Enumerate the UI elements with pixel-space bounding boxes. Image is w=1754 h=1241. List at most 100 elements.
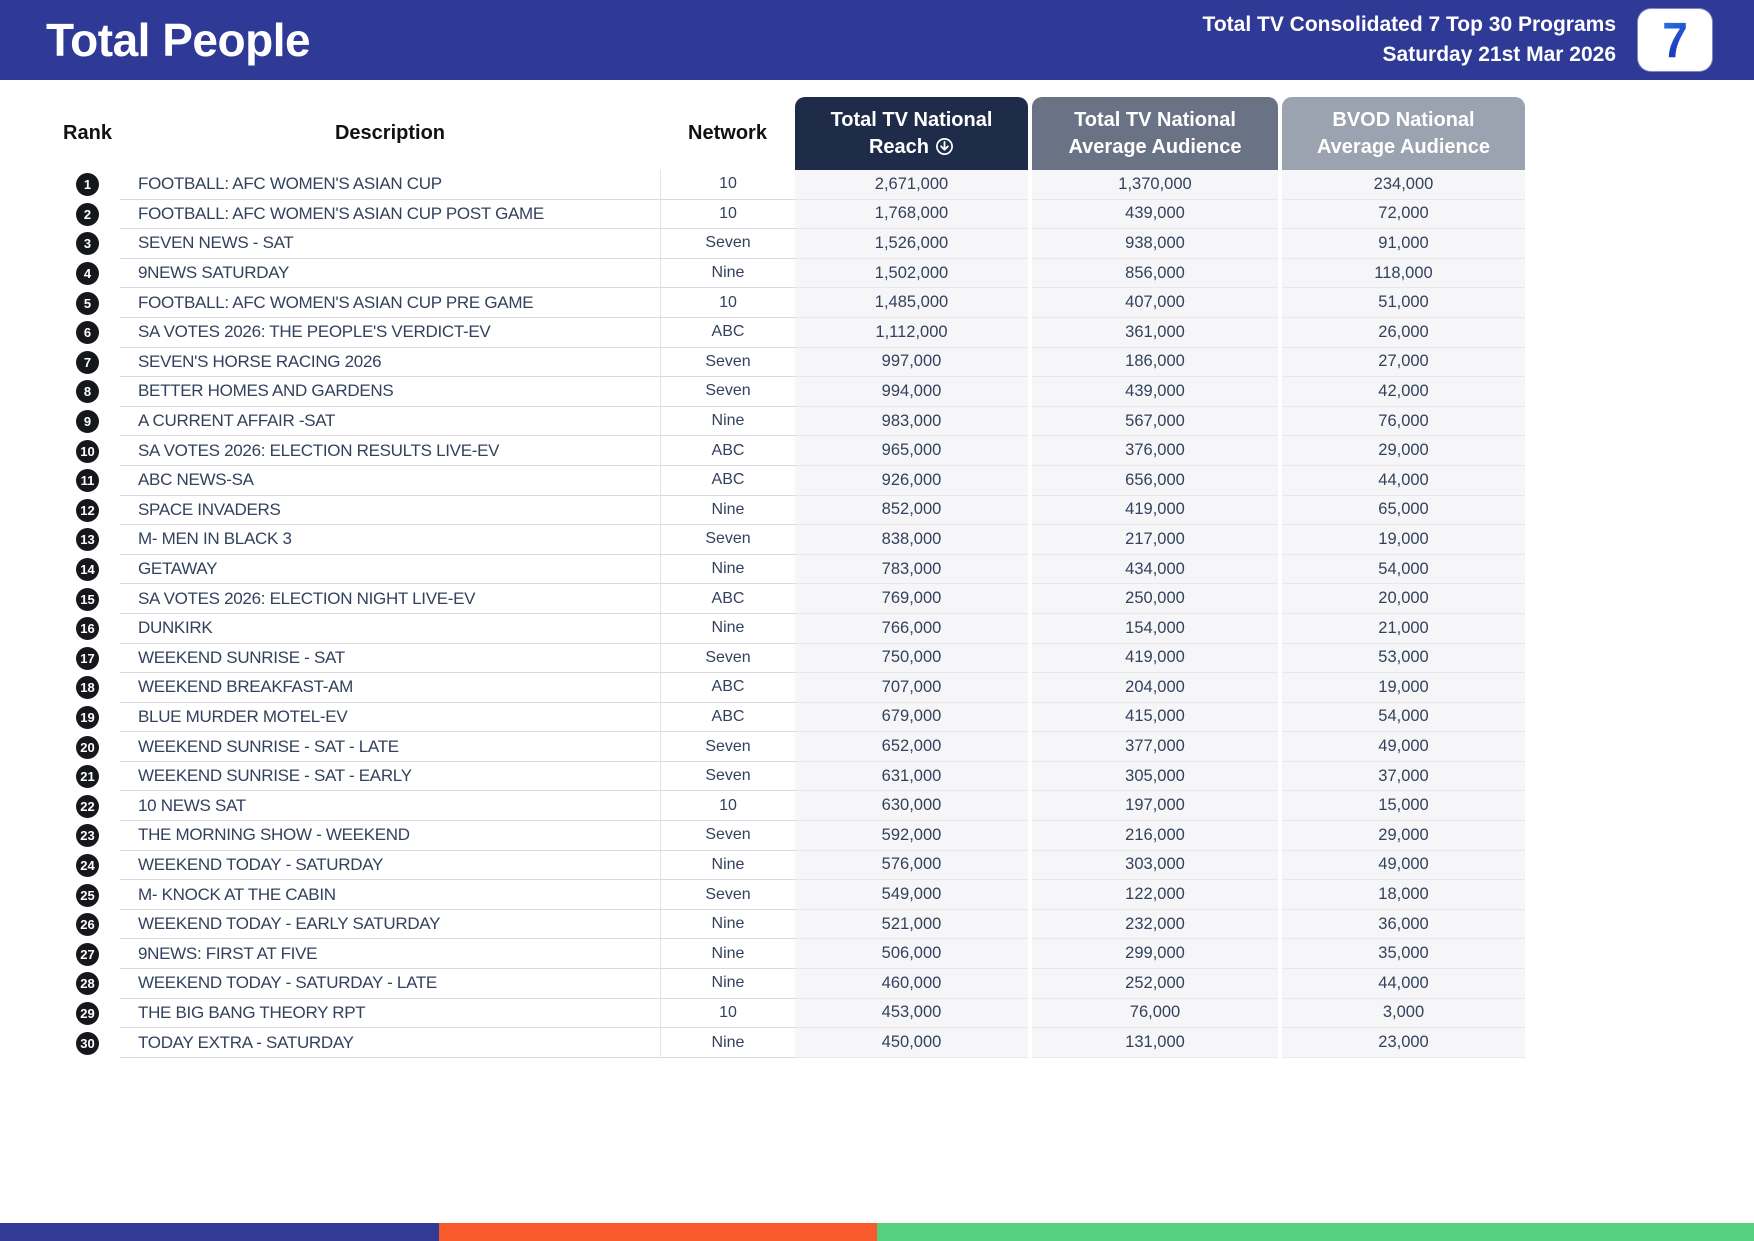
- footer-segment-orange: [438, 1223, 877, 1241]
- rank-badge: 4: [76, 262, 99, 286]
- total-tv-avg-audience-value: 204,000: [1032, 673, 1278, 703]
- column-header-total-tv-avg-audience[interactable]: Total TV National Average Audience: [1032, 97, 1278, 170]
- program-description: GETAWAY: [120, 555, 660, 585]
- rank-badge: 19: [76, 705, 99, 729]
- bvod-avg-audience-value: 26,000: [1282, 317, 1525, 348]
- bvod-avg-audience-value: 76,000: [1282, 406, 1525, 437]
- total-tv-avg-audience-value: 217,000: [1032, 525, 1278, 555]
- total-tv-reach-value: 1,112,000: [795, 317, 1028, 348]
- bvod-avg-audience-value: 15,000: [1282, 791, 1525, 822]
- program-description: SA VOTES 2026: THE PEOPLE'S VERDICT-EV: [120, 318, 660, 348]
- table-row: 25 M- KNOCK AT THE CABIN Seven 549,000 1…: [55, 880, 1525, 910]
- column-header-description: Description: [334, 122, 446, 144]
- total-tv-reach-value: 1,485,000: [795, 288, 1028, 318]
- program-description: WEEKEND SUNRISE - SAT - EARLY: [120, 762, 660, 792]
- rank-cell: 3: [55, 229, 120, 259]
- bvod-avg-audience-value: 18,000: [1282, 880, 1525, 910]
- rank-badge: 28: [76, 972, 99, 996]
- report-name: Total TV Consolidated 7 Top 30 Programs: [1202, 12, 1616, 36]
- program-description: M- KNOCK AT THE CABIN: [120, 880, 660, 910]
- table-row: 20 WEEKEND SUNRISE - SAT - LATE Seven 65…: [55, 732, 1525, 762]
- network-name: Nine: [660, 939, 795, 970]
- program-description: FOOTBALL: AFC WOMEN'S ASIAN CUP PRE GAME: [120, 288, 660, 318]
- table-row: 7 SEVEN'S HORSE RACING 2026 Seven 997,00…: [55, 347, 1525, 378]
- table-row: 8 BETTER HOMES AND GARDENS Seven 994,000…: [55, 377, 1525, 407]
- table-row: 10 SA VOTES 2026: ELECTION RESULTS LIVE-…: [55, 436, 1525, 466]
- program-description: THE BIG BANG THEORY RPT: [120, 999, 660, 1029]
- rank-badge: 21: [76, 765, 99, 789]
- total-tv-avg-audience-value: 656,000: [1032, 465, 1278, 496]
- rank-cell: 2: [55, 200, 120, 230]
- total-tv-avg-audience-value: 361,000: [1032, 317, 1278, 348]
- rank-cell: 29: [55, 999, 120, 1029]
- total-tv-reach-value: 679,000: [795, 702, 1028, 733]
- rank-cell: 12: [55, 496, 120, 526]
- table-row: 26 WEEKEND TODAY - EARLY SATURDAY Nine 5…: [55, 909, 1525, 940]
- total-tv-avg-audience-value: 186,000: [1032, 347, 1278, 378]
- total-tv-avg-audience-value: 305,000: [1032, 761, 1278, 792]
- total-tv-avg-audience-value: 419,000: [1032, 643, 1278, 674]
- rank-badge: 9: [76, 410, 99, 434]
- total-tv-reach-value: 852,000: [795, 495, 1028, 526]
- total-tv-avg-audience-value: 377,000: [1032, 732, 1278, 762]
- total-tv-avg-audience-value: 376,000: [1032, 436, 1278, 466]
- rank-badge: 7: [76, 350, 99, 374]
- total-tv-avg-audience-value: 303,000: [1032, 850, 1278, 881]
- total-tv-reach-value: 994,000: [795, 377, 1028, 407]
- network-name: Nine: [660, 258, 795, 289]
- network-name: 10: [660, 288, 795, 318]
- rank-badge: 26: [76, 913, 99, 937]
- program-description: WEEKEND BREAKFAST-AM: [120, 673, 660, 703]
- table-row: 12 SPACE INVADERS Nine 852,000 419,000 6…: [55, 495, 1525, 526]
- program-description: TODAY EXTRA - SATURDAY: [120, 1028, 660, 1058]
- bvod-avg-audience-value: 49,000: [1282, 732, 1525, 762]
- bvod-avg-audience-value: 29,000: [1282, 821, 1525, 851]
- network-name: ABC: [660, 465, 795, 496]
- total-tv-reach-value: 592,000: [795, 821, 1028, 851]
- rank-cell: 8: [55, 377, 120, 407]
- total-tv-avg-audience-value: 250,000: [1032, 584, 1278, 614]
- network-name: Seven: [660, 732, 795, 762]
- total-tv-avg-audience-value: 216,000: [1032, 821, 1278, 851]
- program-description: BLUE MURDER MOTEL-EV: [120, 703, 660, 733]
- total-tv-avg-audience-value: 131,000: [1032, 1028, 1278, 1058]
- total-tv-avg-audience-value: 232,000: [1032, 909, 1278, 940]
- network-name: Seven: [660, 880, 795, 910]
- network-name: Seven: [660, 347, 795, 378]
- total-tv-reach-value: 630,000: [795, 791, 1028, 822]
- network-name: Nine: [660, 850, 795, 881]
- total-tv-reach-value: 460,000: [795, 969, 1028, 999]
- rank-cell: 9: [55, 407, 120, 437]
- network-name: 10: [660, 998, 795, 1029]
- program-description: SEVEN NEWS - SAT: [120, 229, 660, 259]
- banner-right: Total TV Consolidated 7 Top 30 Programs …: [1203, 9, 1712, 71]
- table-row: 9 A CURRENT AFFAIR -SAT Nine 983,000 567…: [55, 406, 1525, 437]
- total-tv-reach-value: 965,000: [795, 436, 1028, 466]
- total-tv-avg-audience-value: 299,000: [1032, 939, 1278, 970]
- table-row: 5 FOOTBALL: AFC WOMEN'S ASIAN CUP PRE GA…: [55, 288, 1525, 318]
- network-name: ABC: [660, 584, 795, 614]
- rank-badge: 18: [76, 676, 99, 700]
- column-header-bvod-avg-audience[interactable]: BVOD National Average Audience: [1282, 97, 1525, 170]
- total-tv-reach-value: 506,000: [795, 939, 1028, 970]
- rank-cell: 10: [55, 436, 120, 466]
- column-header-network: Network: [688, 122, 767, 144]
- network-name: ABC: [660, 702, 795, 733]
- rank-cell: 14: [55, 555, 120, 585]
- table-row: 13 M- MEN IN BLACK 3 Seven 838,000 217,0…: [55, 525, 1525, 555]
- rank-badge: 24: [76, 853, 99, 877]
- total-tv-reach-value: 1,768,000: [795, 199, 1028, 230]
- bvod-avg-audience-value: 54,000: [1282, 554, 1525, 585]
- total-tv-avg-audience-value: 122,000: [1032, 880, 1278, 910]
- report-subtitle: Total TV Consolidated 7 Top 30 Programs …: [1203, 10, 1616, 71]
- bvod-avg-audience-value: 20,000: [1282, 584, 1525, 614]
- program-description: SEVEN'S HORSE RACING 2026: [120, 348, 660, 378]
- program-description: A CURRENT AFFAIR -SAT: [120, 407, 660, 437]
- rank-badge: 12: [76, 498, 99, 522]
- column-header-total-tv-reach[interactable]: Total TV National Reach: [795, 97, 1028, 170]
- table-row: 2 FOOTBALL: AFC WOMEN'S ASIAN CUP POST G…: [55, 199, 1525, 230]
- total-tv-reach-value: 2,671,000: [795, 170, 1028, 200]
- network-name: Seven: [660, 761, 795, 792]
- total-tv-reach-value: 983,000: [795, 406, 1028, 437]
- bvod-avg-audience-value: 65,000: [1282, 495, 1525, 526]
